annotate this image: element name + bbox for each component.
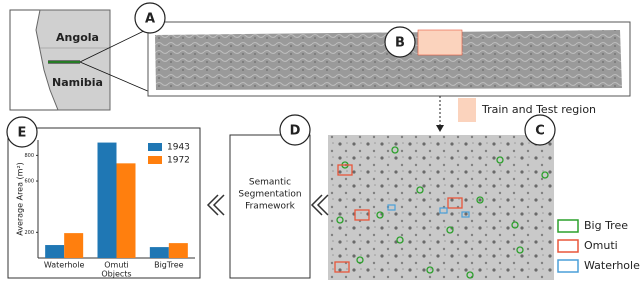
legend-swatch <box>148 143 162 151</box>
mosaic-image <box>155 30 622 90</box>
step-label: C <box>535 124 545 139</box>
legend-label: 1943 <box>167 143 190 153</box>
tree-box <box>336 216 344 224</box>
y-tick-label: 800 <box>24 153 34 159</box>
chevron <box>206 194 225 216</box>
framework-label: Segmentation <box>238 190 301 200</box>
y-tick-label: 600 <box>24 179 34 185</box>
legend-swatch <box>557 259 579 273</box>
step-markers: A B C D E <box>6 2 556 148</box>
legend-label: Big Tree <box>584 219 628 232</box>
tree-box <box>446 226 454 234</box>
annotations <box>334 146 549 279</box>
tree-box <box>511 221 519 229</box>
tree-box <box>541 171 549 179</box>
x-tick-label: Waterhole <box>44 261 85 270</box>
y-axis-label: Average Area (m²) <box>16 162 25 236</box>
legend-swatch <box>148 156 162 164</box>
x-axis-label: Objects <box>101 270 131 279</box>
y-tick-label: 200 <box>24 230 34 236</box>
step-label: B <box>395 36 405 51</box>
arrow-head <box>436 125 444 132</box>
step-label: D <box>290 124 301 139</box>
legend: Big Tree Omuti Waterhole <box>557 219 640 273</box>
step-label: E <box>18 126 27 141</box>
x-tick-label: BigTree <box>154 261 184 270</box>
framework-label: Semantic <box>249 178 291 188</box>
region-label: Train and Test region <box>481 103 596 116</box>
step-circle <box>134 2 166 34</box>
legend-label: 1972 <box>167 156 190 166</box>
tree-box <box>416 186 424 194</box>
legend-label: Waterhole <box>584 259 640 272</box>
omuti-box <box>447 197 463 209</box>
bar <box>116 163 136 258</box>
step-label: A <box>145 12 155 27</box>
step-circle <box>524 114 556 146</box>
legend-swatch <box>557 219 579 233</box>
region <box>417 29 463 56</box>
step-circle <box>279 114 311 146</box>
bar <box>168 243 188 258</box>
bar <box>97 142 117 258</box>
waterhole-box <box>439 207 448 214</box>
bar <box>45 245 65 258</box>
chart: 200 600 800 Waterhole Omuti BigTree Objects Ave… <box>16 140 195 279</box>
framework-label: Framework <box>245 202 296 212</box>
step-circle <box>6 116 38 148</box>
step-circle <box>384 26 416 58</box>
framework-box <box>229 134 311 279</box>
legend-label: Omuti <box>584 239 618 252</box>
tree-box <box>426 266 434 274</box>
waterhole-box <box>387 204 396 211</box>
tree-box <box>396 236 404 244</box>
map: Angola Namibia <box>9 9 151 111</box>
tree-box <box>466 271 474 279</box>
tree-box <box>516 246 524 254</box>
x-tick-label: Omuti <box>104 261 129 270</box>
tree-box <box>391 146 399 154</box>
region-swatch <box>458 98 476 122</box>
tree-box <box>376 211 384 219</box>
tree-box <box>496 156 504 164</box>
omuti-box <box>354 209 370 221</box>
legend-swatch <box>557 239 579 253</box>
waterhole-box <box>461 211 470 218</box>
tree-box <box>476 196 484 204</box>
map-label: Angola <box>56 31 99 44</box>
bar <box>64 233 84 258</box>
omuti-box <box>334 261 350 273</box>
tree-box <box>356 256 364 264</box>
map-label: Namibia <box>52 76 103 89</box>
chevron <box>310 194 329 216</box>
omuti-box <box>337 164 353 176</box>
bar <box>149 247 169 258</box>
